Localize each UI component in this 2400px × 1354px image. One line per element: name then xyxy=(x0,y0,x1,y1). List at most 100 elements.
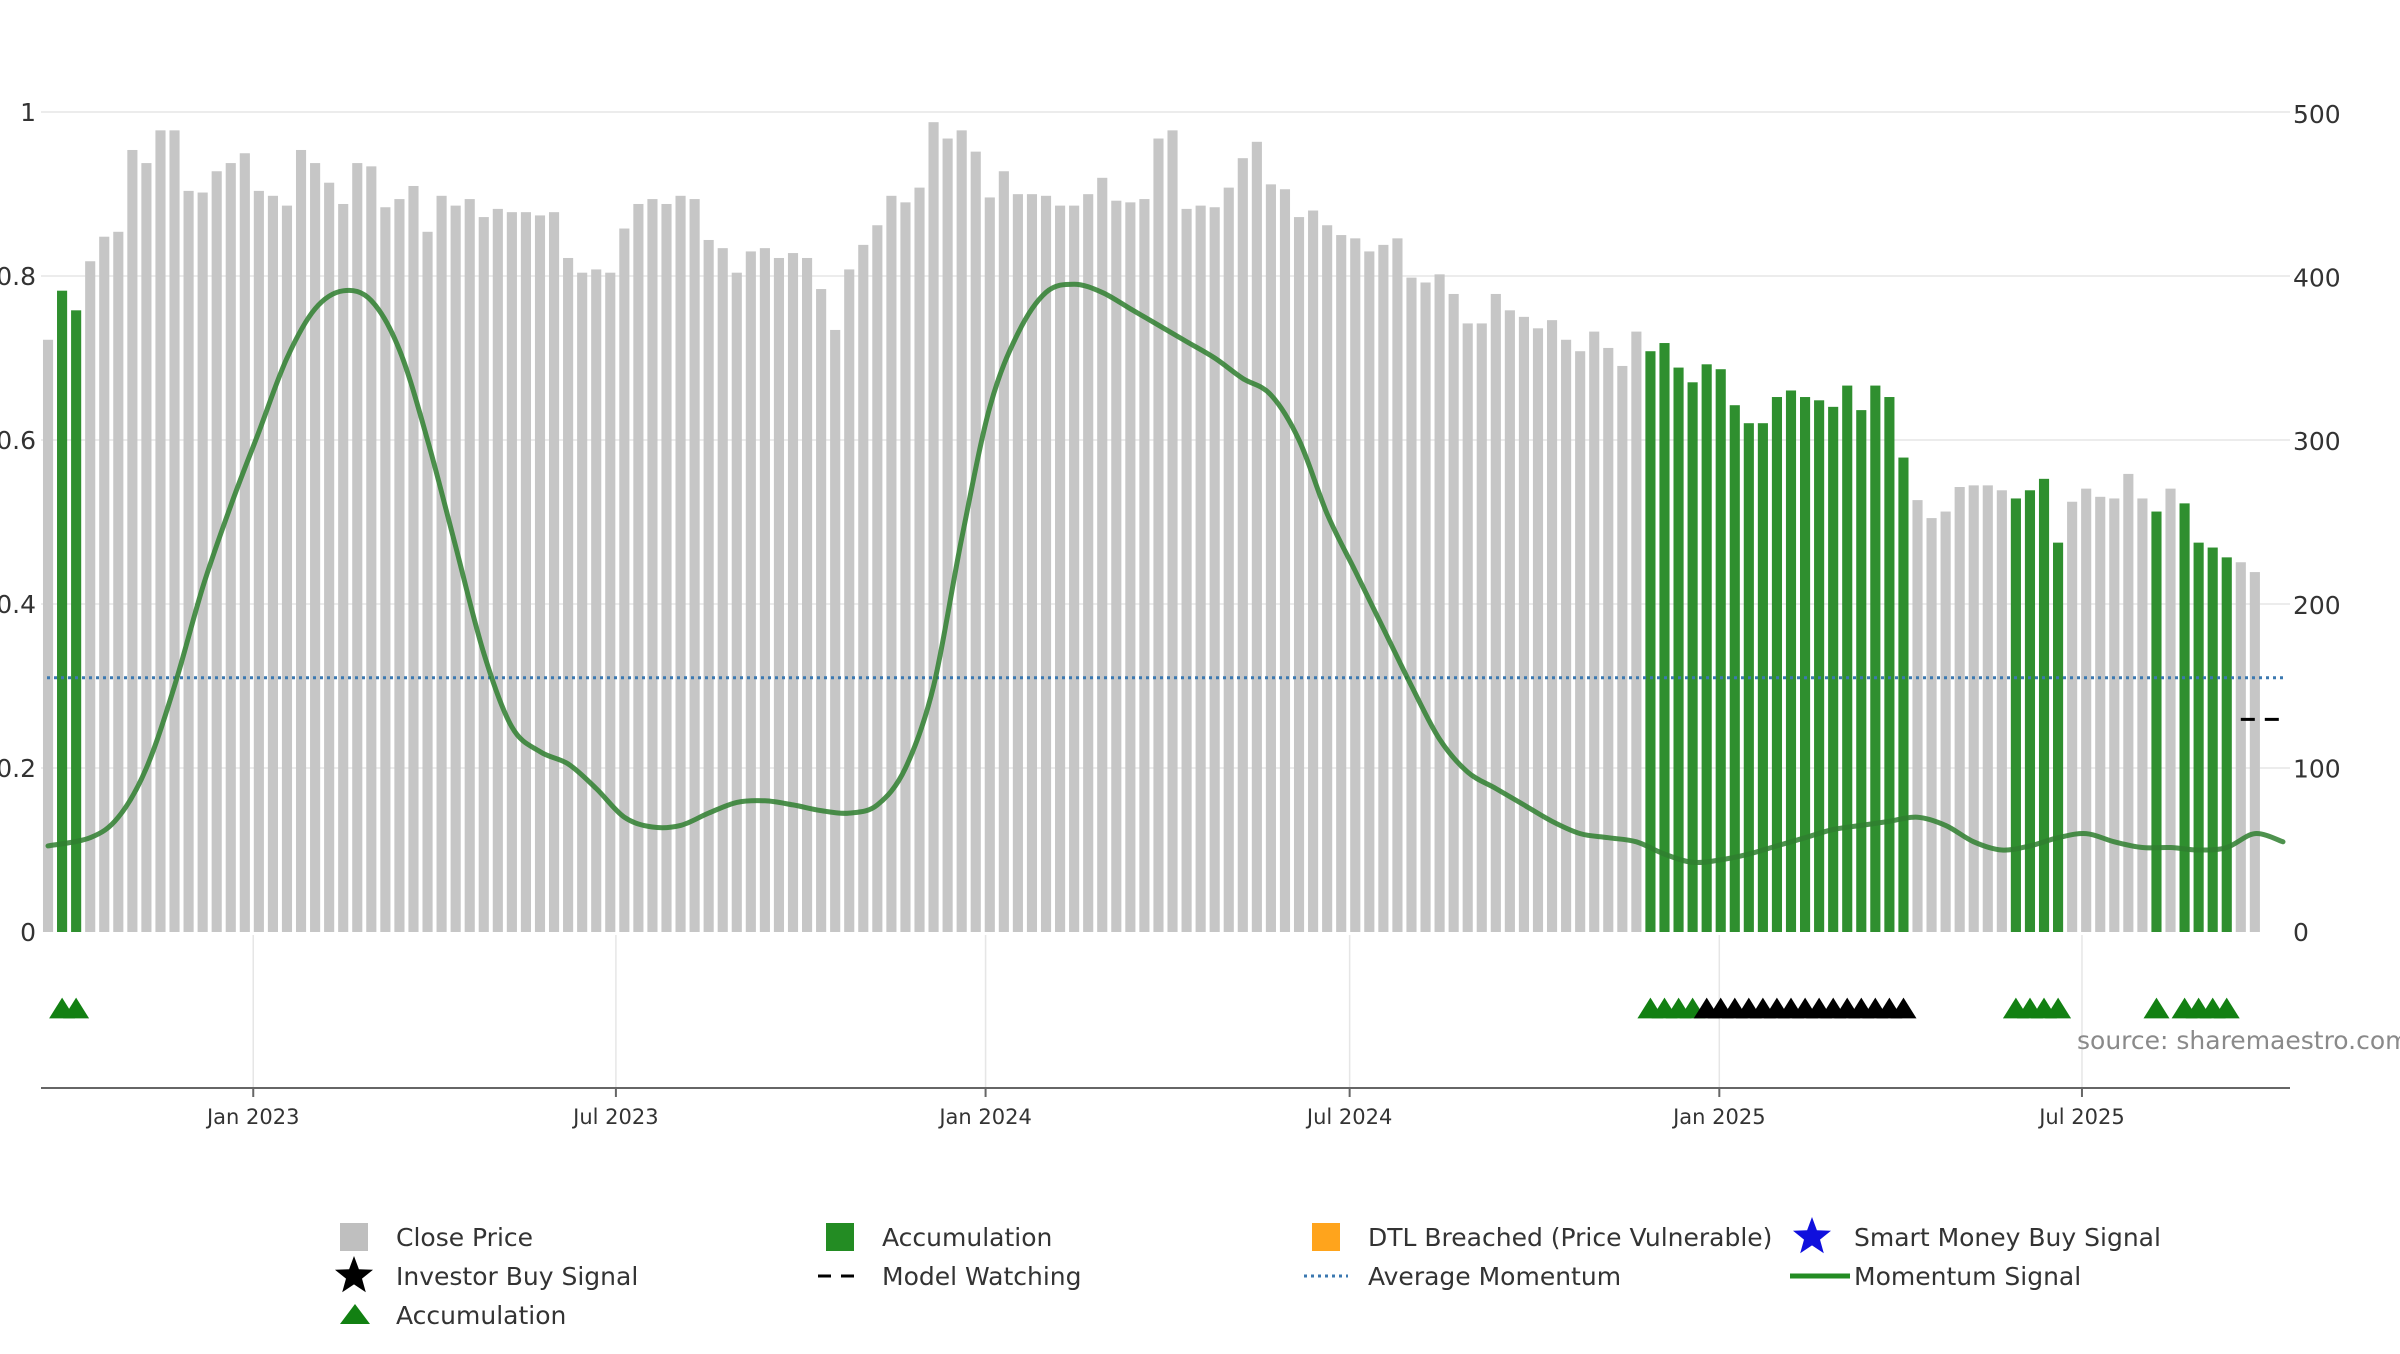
close-price-bar xyxy=(310,163,321,932)
close-price-bar xyxy=(1378,244,1389,932)
right-axis-tick-label: 500 xyxy=(2293,100,2341,129)
close-price-bar xyxy=(1617,365,1628,932)
close-price-bar xyxy=(380,207,391,932)
bars-layer xyxy=(42,122,2260,933)
close-price-bar xyxy=(1996,490,2007,932)
close-price-bar xyxy=(408,185,419,933)
close-price-bar xyxy=(759,248,770,932)
accumulation-bar xyxy=(1842,385,1853,933)
close-price-bar xyxy=(1111,200,1122,932)
x-axis-tick-label: Jul 2024 xyxy=(1305,1105,1392,1129)
close-price-bar xyxy=(731,272,742,932)
close-price-bar xyxy=(141,163,152,932)
accumulation-bar xyxy=(57,290,68,932)
close-price-bar xyxy=(506,212,517,932)
close-price-bar xyxy=(591,269,602,932)
source-label: source: sharemaestro.com xyxy=(2077,1026,2400,1055)
close-price-bar xyxy=(2067,501,2078,932)
left-axis-tick-label: 1 xyxy=(20,98,36,127)
close-price-bar xyxy=(239,153,250,932)
lines-layer xyxy=(45,281,2286,866)
close-price-bar xyxy=(858,244,869,932)
close-price-bar xyxy=(1251,141,1262,932)
investor-buy-signal-marker xyxy=(1890,997,1917,1019)
close-price-bar xyxy=(1322,225,1333,932)
right-axis-tick-label: 0 xyxy=(2293,918,2309,947)
accumulation-bar xyxy=(1771,397,1783,932)
close-price-bar xyxy=(1532,328,1544,932)
close-price-bar xyxy=(1336,235,1347,932)
close-price-bar xyxy=(577,272,588,932)
legend-label-investor-buy-signal: Investor Buy Signal xyxy=(396,1262,638,1291)
accumulation-bar xyxy=(2207,547,2218,932)
legend-swatch-dtl-breached-price-vulnerable xyxy=(1312,1223,1340,1251)
right-axis-tick-label: 400 xyxy=(2293,264,2341,293)
left-axis-tick-label: 0.8 xyxy=(0,262,36,291)
close-price-bar xyxy=(352,163,363,932)
close-price-bar xyxy=(253,190,264,932)
close-price-bar xyxy=(1631,331,1642,933)
close-price-bar xyxy=(464,199,475,932)
close-price-bar xyxy=(1912,500,1923,932)
legend-label-dtl-breached-price-vulnerable: DTL Breached (Price Vulnerable) xyxy=(1368,1223,1772,1252)
close-price-bar xyxy=(1279,189,1291,932)
momentum-signal-line xyxy=(45,281,2286,866)
close-price-bar xyxy=(773,257,785,933)
close-price-bar xyxy=(1364,251,1375,933)
close-price-bar xyxy=(1040,195,1052,933)
close-price-bar xyxy=(1504,310,1515,932)
close-price-bar xyxy=(1055,205,1066,932)
close-price-bar xyxy=(914,187,925,932)
x-axis-tick-label: Jul 2023 xyxy=(571,1105,658,1129)
close-price-bar xyxy=(183,190,194,932)
close-price-bar xyxy=(1097,177,1108,933)
close-price-bar xyxy=(1434,274,1445,933)
accumulation-bar xyxy=(1814,400,1825,932)
close-price-bar xyxy=(830,329,841,932)
close-price-bar xyxy=(1083,194,1094,932)
close-price-bar xyxy=(1926,518,1937,932)
accumulation-bar xyxy=(1687,382,1698,932)
close-price-bar xyxy=(99,236,110,932)
accumulation-bar xyxy=(1715,369,1726,933)
close-price-bar xyxy=(1209,207,1220,932)
close-price-bar xyxy=(1546,320,1558,932)
close-price-bar xyxy=(1308,210,1319,932)
close-price-bar xyxy=(998,171,1009,932)
close-price-bar xyxy=(1982,485,1993,932)
accumulation-bar xyxy=(2193,542,2204,932)
close-price-bar xyxy=(338,203,349,933)
legend-label-model-watching: Model Watching xyxy=(882,1262,1082,1291)
accumulation-bar xyxy=(1659,343,1670,932)
left-axis-tick-label: 0.6 xyxy=(0,426,36,455)
close-price-bar xyxy=(394,199,405,932)
close-price-bar xyxy=(113,231,124,933)
accumulation-marker xyxy=(2045,997,2072,1019)
legend-swatch-close-price xyxy=(340,1223,368,1251)
close-price-bar xyxy=(1518,316,1529,932)
accumulation-bar xyxy=(2010,498,2021,932)
close-price-bar xyxy=(816,289,827,932)
close-price-bar xyxy=(1069,205,1080,932)
x-axis-tick-label: Jul 2025 xyxy=(2037,1105,2124,1129)
accumulation-bar xyxy=(1701,364,1712,932)
legend-label-average-momentum: Average Momentum xyxy=(1368,1262,1621,1291)
close-price-bar xyxy=(647,199,658,932)
right-axis-tick-label: 200 xyxy=(2293,591,2341,620)
grid-layer xyxy=(41,111,2290,1088)
accumulation-bar xyxy=(1898,457,1909,932)
close-price-bar xyxy=(548,212,560,932)
close-price-bar xyxy=(267,195,278,933)
legend-label-accumulation: Accumulation xyxy=(396,1301,566,1330)
close-price-bar xyxy=(1462,323,1473,932)
close-price-bar xyxy=(1153,138,1164,933)
close-price-bar xyxy=(928,122,939,933)
legend-label-momentum-signal: Momentum Signal xyxy=(1854,1262,2081,1291)
legend-label-close-price: Close Price xyxy=(396,1223,533,1252)
close-price-bar xyxy=(802,257,813,933)
axes-layer: 0 0.2 0.4 0.6 0.8 1 0 100 200 300 400 500 Jan 2023 Ju… xyxy=(0,98,2341,1129)
close-price-bar xyxy=(1293,217,1305,932)
close-price-bar xyxy=(1448,293,1459,933)
close-price-bar xyxy=(619,228,630,932)
